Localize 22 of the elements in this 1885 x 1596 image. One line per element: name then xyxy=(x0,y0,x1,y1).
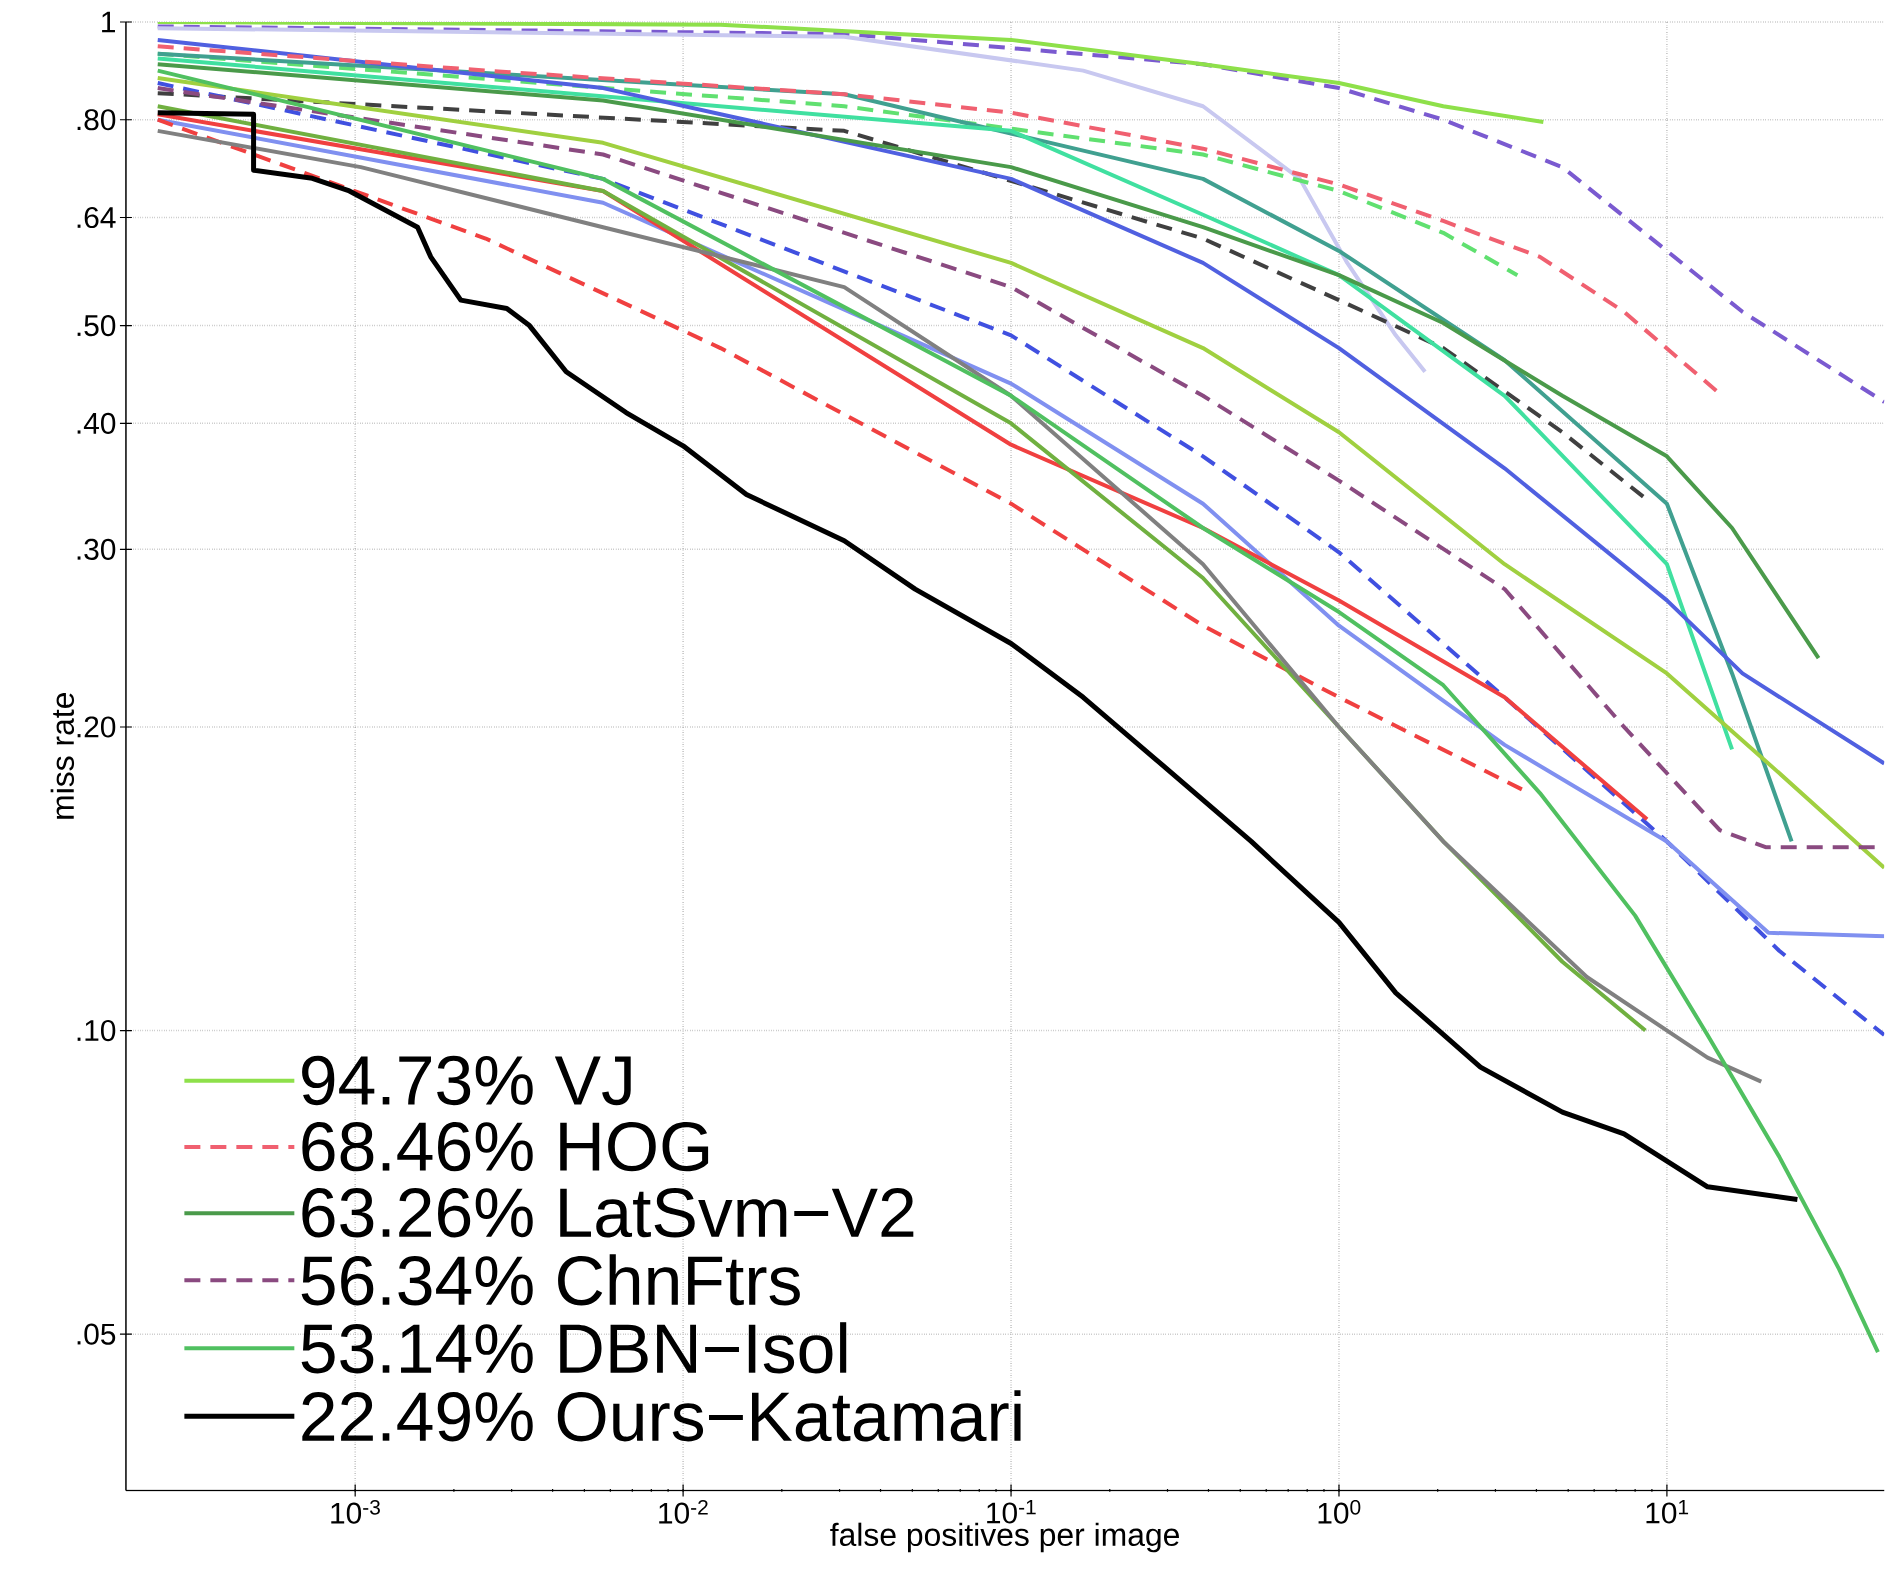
legend-label: 22.49% Ours−Katamari xyxy=(302,1390,1021,1442)
legend-label: 56.34% ChnFtrs xyxy=(301,1254,800,1306)
legend-label: 68.46% HOG xyxy=(302,1121,709,1172)
y-tick-label: .64 xyxy=(77,206,116,228)
legend-label: 53.14% DBN−Isol xyxy=(301,1322,847,1374)
x-tick-label: 10$^{-2}$ xyxy=(659,1499,708,1524)
y-tick-label: .40 xyxy=(77,412,116,434)
y-tick-label: .50 xyxy=(77,314,116,337)
y-tick-label: 1 xyxy=(102,11,115,33)
x-tick-label: 10$^{0}$ xyxy=(1318,1499,1361,1524)
y-axis-title: miss rate xyxy=(50,692,75,819)
legend-label: 94.73% VJ xyxy=(302,1055,631,1105)
y-tick-label: .10 xyxy=(77,1019,116,1041)
y-tick-label: .30 xyxy=(77,538,116,560)
x-tick-label: 10$^{-1}$ xyxy=(987,1499,1036,1524)
y-tick-label: .20 xyxy=(77,716,116,738)
x-tick-label: 10$^{-3}$ xyxy=(331,1499,380,1524)
x-tick-label: 10$^{1}$ xyxy=(1646,1499,1689,1524)
y-tick-label: .05 xyxy=(77,1323,116,1345)
x-axis-title: false positives per image xyxy=(830,1522,1179,1553)
y-tick-label: .80 xyxy=(77,108,116,131)
legend-label: 63.26% LatSvm−V2 xyxy=(302,1187,914,1238)
